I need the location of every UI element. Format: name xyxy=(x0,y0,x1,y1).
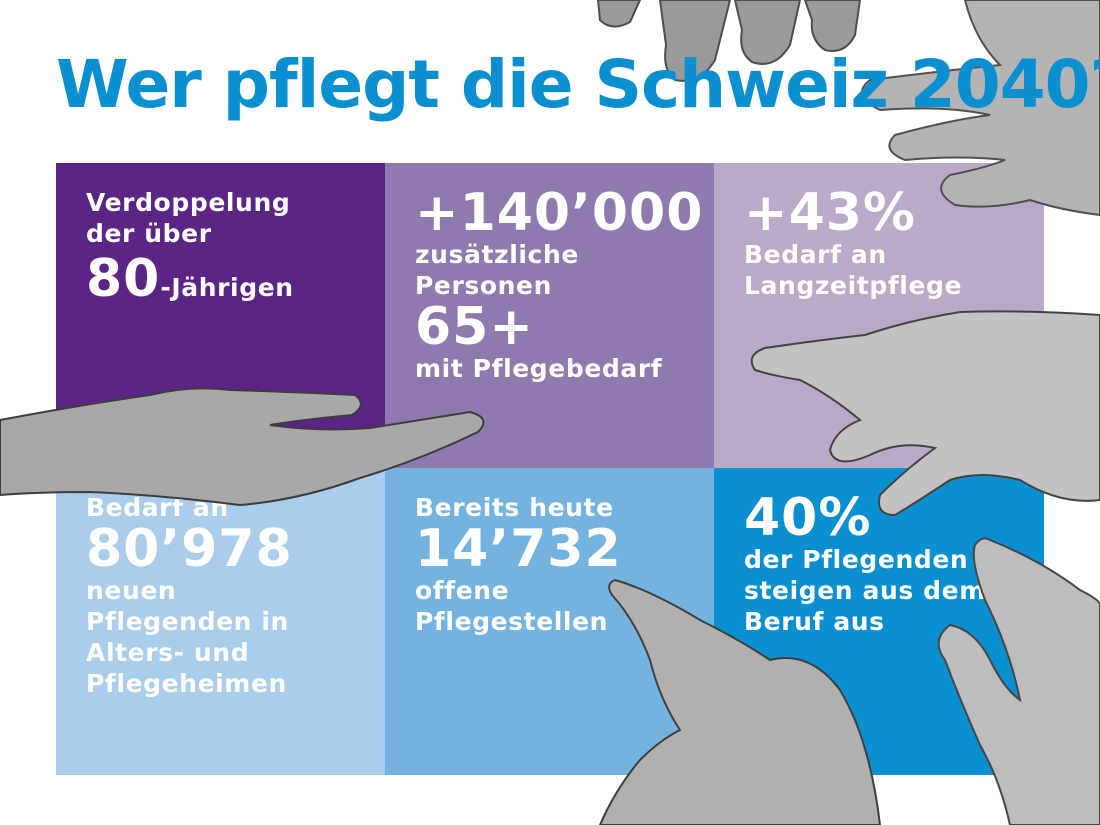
tile-new-carers-line3: Pflegenden in xyxy=(86,607,289,636)
tile-new-carers-number: 80’978 xyxy=(86,519,293,579)
tile-open-positions-line3: Pflegestellen xyxy=(415,607,609,636)
tile-over-80-line2: der über xyxy=(86,219,212,248)
tile-additional-persons-number: +140’000 xyxy=(415,183,704,243)
tile-long-term-care-line2: Langzeitpflege xyxy=(744,271,963,300)
tile-carers-leaving-line1: der Pflegenden xyxy=(744,545,969,574)
tile-additional-persons: +140’000 zusätzliche Personen 65+ mit Pf… xyxy=(385,163,714,468)
tile-carers-leaving-line2: steigen aus dem xyxy=(744,576,986,605)
tile-carers-leaving: 40% der Pflegenden steigen aus dem Beruf… xyxy=(714,468,1044,775)
tile-new-carers-line2: neuen xyxy=(86,576,177,605)
tile-additional-persons-line3: mit Pflegebedarf xyxy=(415,354,663,383)
tile-open-positions-number: 14’732 xyxy=(415,519,622,579)
tile-open-positions-line2: offene xyxy=(415,576,510,605)
tile-additional-persons-line2: Personen xyxy=(415,271,553,300)
tile-additional-persons-line1: zusätzliche xyxy=(415,240,579,269)
tile-new-carers-line5: Pflegeheimen xyxy=(86,669,287,698)
tile-carers-leaving-number: 40% xyxy=(744,488,872,548)
tile-carers-leaving-line3: Beruf aus xyxy=(744,607,885,636)
tile-over-80-number: 80 xyxy=(86,249,161,309)
tile-over-80-suffix: -Jährigen xyxy=(160,273,294,302)
tile-additional-persons-number2: 65+ xyxy=(415,297,534,357)
stats-grid: Verdoppelung der über 80-Jährigen +140’0… xyxy=(56,163,1044,775)
tile-long-term-care-number: +43% xyxy=(744,183,917,243)
tile-over-80-value-row: 80-Jährigen xyxy=(86,249,355,309)
tile-new-carers-line4: Alters- und xyxy=(86,638,250,667)
tile-new-carers: Bedarf an 80’978 neuen Pflegenden in Alt… xyxy=(56,468,385,775)
tile-over-80-line1: Verdoppelung xyxy=(86,188,291,217)
tile-long-term-care-line1: Bedarf an xyxy=(744,240,887,269)
tile-open-positions: Bereits heute 14’732 offene Pflegestelle… xyxy=(385,468,714,775)
page-title: Wer pflegt die Schweiz 2040? xyxy=(56,46,1100,123)
tile-long-term-care: +43% Bedarf an Langzeitpflege xyxy=(714,163,1044,468)
tile-over-80: Verdoppelung der über 80-Jährigen xyxy=(56,163,385,468)
